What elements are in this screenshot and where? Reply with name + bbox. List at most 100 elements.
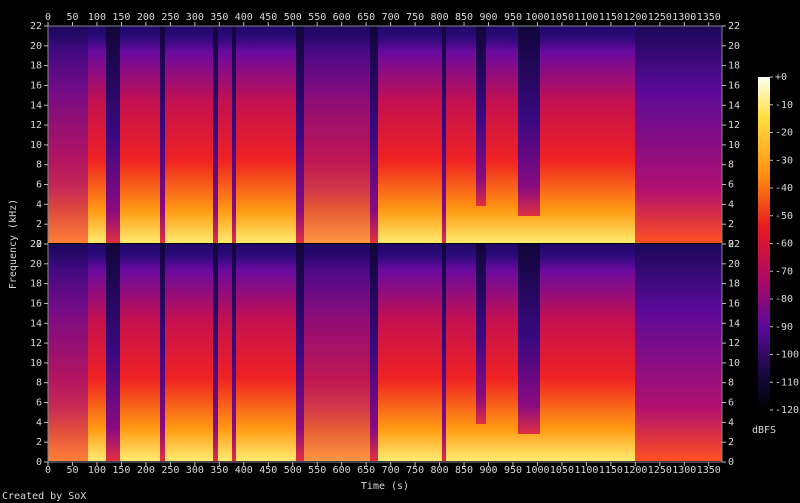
y-tick-label: 8 — [36, 160, 42, 171]
y-tick-label: 18 — [728, 279, 740, 290]
colorbar-tick-label: +0 — [775, 72, 787, 83]
x-tick-label: 650 — [357, 465, 375, 476]
x-tick-label: 100 — [88, 12, 106, 23]
y-tick-label: 6 — [36, 398, 42, 409]
y-tick-label: 16 — [728, 80, 740, 91]
credit: Created by SoX — [2, 491, 86, 502]
colorbar-tick-label: -120 — [775, 405, 799, 416]
y-tick-label: 10 — [30, 358, 42, 369]
x-tick-label: 1200 — [623, 465, 647, 476]
x-tick-label: 1050 — [550, 465, 574, 476]
y-tick-label: 22 — [30, 239, 42, 250]
y-tick-label: 0 — [728, 457, 734, 468]
x-tick-label: 200 — [137, 465, 155, 476]
y-tick-label: 14 — [728, 100, 740, 111]
x-tick-label: 1150 — [599, 12, 623, 23]
x-tick-label: 1350 — [697, 12, 721, 23]
x-tick-label: 950 — [504, 465, 522, 476]
x-tick-label: 300 — [186, 465, 204, 476]
x-tick-label: 650 — [357, 12, 375, 23]
colorbar-tick-label: -30 — [775, 155, 793, 166]
x-tick-label: 0 — [45, 465, 51, 476]
y-tick-label: 4 — [728, 417, 734, 428]
y-tick-label: 10 — [728, 358, 740, 369]
y-tick-label: 14 — [30, 100, 42, 111]
y-tick-label: 16 — [30, 298, 42, 309]
colorbar-tick-label: -20 — [775, 128, 793, 139]
colorbar-tick-label: -100 — [775, 350, 799, 361]
x-tick-label: 500 — [284, 12, 302, 23]
colorbar-label: dBFS — [752, 425, 776, 436]
x-tick-label: 450 — [259, 465, 277, 476]
x-tick-label: 750 — [406, 12, 424, 23]
x-tick-label: 450 — [259, 12, 277, 23]
x-tick-label: 1000 — [525, 465, 549, 476]
y-tick-label: 12 — [30, 338, 42, 349]
y-tick-label: 16 — [30, 80, 42, 91]
y-tick-label: 18 — [30, 279, 42, 290]
y-tick-label: 4 — [36, 417, 42, 428]
x-tick-label: 1250 — [648, 465, 672, 476]
y-tick-label: 20 — [728, 259, 740, 270]
colorbar-tick-label: -80 — [775, 294, 793, 305]
y-tick-label: 8 — [36, 378, 42, 389]
y-tick-label: 14 — [30, 318, 42, 329]
y-tick-label: 10 — [30, 140, 42, 151]
colorbar-tick-label: -10 — [775, 100, 793, 111]
x-tick-label: 500 — [284, 465, 302, 476]
x-tick-label: 250 — [161, 465, 179, 476]
x-tick-label: 550 — [308, 12, 326, 23]
colorbar-tick-label: -70 — [775, 266, 793, 277]
x-tick-label: 850 — [455, 465, 473, 476]
y-tick-label: 2 — [728, 219, 734, 230]
x-tick-label: 400 — [235, 12, 253, 23]
colorbar-tick-label: -50 — [775, 211, 793, 222]
x-tick-label: 200 — [137, 12, 155, 23]
x-tick-label: 550 — [308, 465, 326, 476]
y-tick-label: 22 — [30, 21, 42, 32]
x-tick-label: 1100 — [574, 465, 598, 476]
y-tick-label: 20 — [728, 41, 740, 52]
x-tick-label: 150 — [112, 12, 130, 23]
y-tick-label: 4 — [728, 199, 734, 210]
y-tick-label: 2 — [728, 437, 734, 448]
colorbar-tick-label: -110 — [775, 377, 799, 388]
y-tick-label: 8 — [728, 160, 734, 171]
x-tick-label: 750 — [406, 465, 424, 476]
y-tick-label: 2 — [36, 219, 42, 230]
x-tick-label: 1050 — [550, 12, 574, 23]
x-tick-label: 1150 — [599, 465, 623, 476]
y-tick-label: 0 — [36, 239, 42, 250]
x-axis-label: Time (s) — [361, 481, 409, 492]
x-tick-label: 1000 — [525, 12, 549, 23]
x-tick-label: 700 — [382, 12, 400, 23]
x-tick-label: 1100 — [574, 12, 598, 23]
y-tick-label: 22 — [728, 21, 740, 32]
y-tick-label: 14 — [728, 318, 740, 329]
x-tick-label: 150 — [112, 465, 130, 476]
x-tick-label: 400 — [235, 465, 253, 476]
y-tick-label: 12 — [728, 338, 740, 349]
x-tick-label: 1300 — [672, 465, 696, 476]
y-tick-label: 12 — [30, 120, 42, 131]
y-tick-label: 6 — [36, 180, 42, 191]
y-tick-label: 6 — [728, 398, 734, 409]
x-tick-label: 1250 — [648, 12, 672, 23]
x-tick-label: 900 — [479, 12, 497, 23]
y-axis-label: Frequency (kHz) — [8, 199, 19, 289]
colorbar — [758, 77, 770, 410]
x-tick-label: 1200 — [623, 12, 647, 23]
y-tick-label: 0 — [36, 457, 42, 468]
colorbar-tick-label: -60 — [775, 239, 793, 250]
y-tick-label: 0 — [728, 239, 734, 250]
x-tick-label: 100 — [88, 465, 106, 476]
y-tick-label: 6 — [728, 180, 734, 191]
y-tick-label: 18 — [728, 61, 740, 72]
x-tick-label: 800 — [431, 12, 449, 23]
x-tick-label: 50 — [66, 12, 78, 23]
y-tick-label: 16 — [728, 298, 740, 309]
x-tick-label: 900 — [479, 465, 497, 476]
x-tick-label: 1350 — [697, 465, 721, 476]
y-tick-label: 4 — [36, 199, 42, 210]
